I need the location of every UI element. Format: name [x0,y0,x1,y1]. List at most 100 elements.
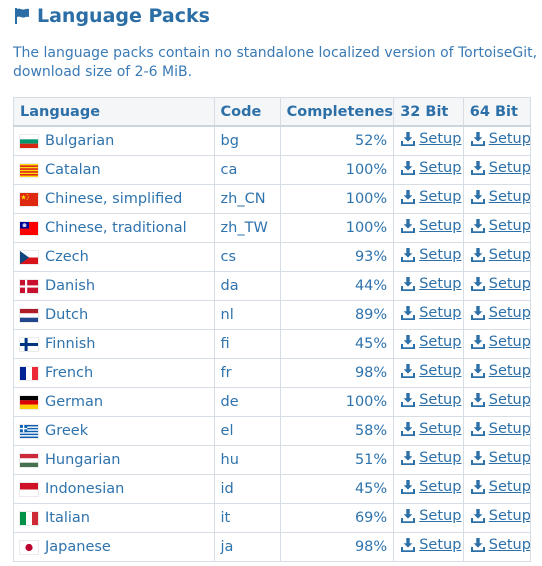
language-with-flag: Finnish [20,336,208,352]
setup-32bit-link[interactable]: Setup [400,479,461,495]
header-code: Code [213,97,281,127]
setup-32bit-cell: Setup [393,387,464,417]
table-row: Indonesian id 45% Setup Setup [13,474,532,504]
setup-64bit-cell: Setup [462,271,532,301]
setup-32bit-link[interactable]: Setup [400,160,461,176]
setup-64bit-link[interactable]: Setup [470,334,531,350]
setup-32bit-link[interactable]: Setup [400,131,461,147]
setup-label: Setup [419,334,462,350]
language-with-flag: Chinese, simplified [20,191,208,207]
table-row: Finnish fi 45% Setup Setup [13,329,532,359]
setup-label: Setup [419,276,462,292]
flag-it-icon [20,511,38,525]
setup-64bit-link[interactable]: Setup [470,450,531,466]
completeness-value: 52% [279,125,395,156]
setup-32bit-link[interactable]: Setup [400,508,461,524]
setup-label: Setup [488,218,531,234]
flag-ca-icon [20,163,38,177]
setup-32bit-cell: Setup [393,329,464,359]
setup-32bit-link[interactable]: Setup [400,189,461,205]
download-icon [400,247,416,263]
setup-32bit-link[interactable]: Setup [400,305,461,321]
setup-32bit-link[interactable]: Setup [400,363,461,379]
language-with-flag: Czech [20,249,208,265]
setup-64bit-link[interactable]: Setup [470,189,531,205]
setup-64bit-link[interactable]: Setup [470,247,529,263]
setup-32bit-link[interactable]: Setup [400,537,461,553]
setup-label: Setup [488,334,531,350]
setup-32bit-cell: Setup [393,242,464,272]
setup-32bit-link[interactable]: Setup [400,276,461,292]
setup-32bit-link[interactable]: Setup [400,218,461,234]
setup-64bit-link[interactable]: Setup [470,218,531,234]
language-cell: Danish [13,271,215,301]
download-icon [470,305,486,321]
setup-32bit-link[interactable]: Setup [400,334,461,350]
setup-64bit-link[interactable]: Setup [470,392,531,408]
download-icon [470,363,486,379]
setup-label: Setup [488,450,531,466]
download-icon [400,450,416,466]
download-icon [470,421,486,437]
setup-32bit-cell: Setup [393,300,464,330]
language-code: hu [213,445,281,475]
setup-label: Setup [488,392,531,408]
setup-64bit-link[interactable]: Setup [470,160,529,176]
language-with-flag: Greek [20,423,208,439]
setup-32bit-cell: Setup [393,358,464,388]
language-cell: Greek [13,416,215,446]
setup-64bit-cell: Setup [462,300,532,330]
header-32bit: 32 Bit [393,97,464,127]
setup-label: Setup [488,189,531,205]
setup-64bit-link[interactable]: Setup [470,508,529,524]
completeness-value: 100% [279,213,395,243]
setup-label: Setup [419,305,462,321]
setup-64bit-link[interactable]: Setup [470,276,529,292]
setup-64bit-cell: Setup [462,184,532,214]
language-cell: German [13,387,215,417]
language-with-flag: Japanese [20,539,208,555]
setup-64bit-link[interactable]: Setup [470,421,529,437]
setup-64bit-cell: Setup [462,155,532,185]
setup-32bit-link[interactable]: Setup [400,450,461,466]
setup-64bit-link[interactable]: Setup [470,537,529,553]
language-name: Finnish [45,336,96,352]
setup-label: Setup [419,131,462,147]
language-name: Chinese, simplified [45,191,183,207]
language-with-flag: Catalan [20,162,208,178]
setup-label: Setup [419,189,462,205]
setup-64bit-link[interactable]: Setup [470,305,529,321]
table-row: Chinese, traditional zh_TW 100% Setup Setup [13,213,532,243]
setup-64bit-link[interactable]: Setup [470,363,529,379]
table-header-row: Language Code Completeness 32 Bit 64 Bit [13,97,532,127]
setup-32bit-cell: Setup [393,155,464,185]
download-icon [400,276,416,292]
language-code: de [213,387,281,417]
setup-64bit-link[interactable]: Setup [470,479,529,495]
language-name: Japanese [45,539,111,555]
setup-64bit-link[interactable]: Setup [470,131,529,147]
language-code: el [213,416,281,446]
setup-32bit-link[interactable]: Setup [400,247,461,263]
language-code: zh_TW [213,213,281,243]
table-row: French fr 98% Setup Setup [13,358,532,388]
setup-32bit-link[interactable]: Setup [400,421,461,437]
language-code: zh_CN [213,184,281,214]
table-row: Italian it 69% Setup Setup [13,503,532,533]
setup-32bit-cell: Setup [393,125,464,156]
language-name: French [45,365,94,381]
setup-32bit-cell: Setup [393,503,464,533]
header-language: Language [13,97,215,127]
setup-64bit-cell: Setup [462,125,532,156]
language-code: id [213,474,281,504]
setup-32bit-link[interactable]: Setup [400,392,461,408]
setup-64bit-cell: Setup [462,416,532,446]
table-row: Chinese, simplified zh_CN 100% Setup Setup [13,184,532,214]
setup-label: Setup [419,363,462,379]
language-name: German [45,394,104,410]
download-icon [400,479,416,495]
flag-jp-icon [20,540,38,554]
language-with-flag: Danish [20,278,208,294]
flag-cz-icon [20,250,38,264]
flag-nl-icon [20,308,38,322]
